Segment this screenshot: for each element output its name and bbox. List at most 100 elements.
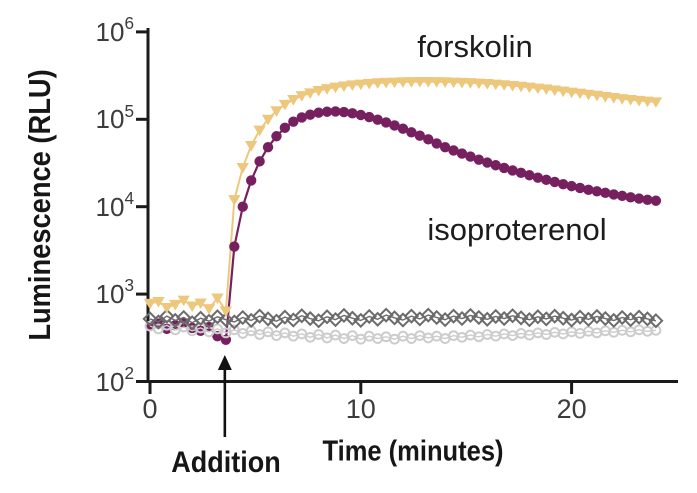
series-isoproterenol-marker: [305, 109, 316, 120]
series-forskolin-marker: [329, 82, 342, 94]
x-axis-title: Time (minutes): [322, 435, 504, 468]
series-control-open-diamonds-marker: [631, 309, 647, 325]
series-forskolin-marker: [489, 79, 502, 91]
series-isoproterenol-marker: [600, 187, 611, 199]
series-isoproterenol-marker: [583, 184, 594, 196]
series-isoproterenol-marker: [296, 112, 307, 123]
series-control-open-diamonds-marker: [336, 307, 352, 324]
series-control-open-circles-line: [149, 324, 657, 340]
series-forskolin-marker: [295, 91, 308, 102]
series-forskolin-marker: [371, 78, 384, 89]
series-forskolin-marker: [194, 298, 207, 310]
series-isoproterenol-marker: [423, 134, 434, 145]
series-forskolin-marker: [219, 306, 233, 318]
series-control-open-diamonds-marker: [235, 309, 251, 326]
series-isoproterenol-marker: [338, 106, 350, 118]
series-forskolin-marker: [304, 88, 317, 99]
series-isoproterenol-marker: [439, 141, 451, 153]
series-forskolin-marker: [160, 303, 174, 314]
series-forskolin-marker: [405, 77, 418, 88]
series-isoproterenol-marker: [574, 182, 586, 194]
series-isoproterenol-marker: [541, 174, 552, 186]
series-control-open-diamonds-line: [149, 314, 657, 324]
series-forskolin-marker: [497, 80, 511, 91]
series-forskolin-marker: [556, 86, 570, 98]
series-isoproterenol-marker: [330, 106, 341, 117]
series-forskolin-marker: [540, 84, 553, 96]
series-control-open-diamonds-marker: [294, 308, 310, 324]
series-forskolin-marker: [523, 82, 536, 94]
series-control-open-diamonds-marker: [252, 308, 268, 324]
series-forskolin-marker: [152, 297, 165, 308]
series-forskolin-marker: [379, 77, 393, 89]
series-isoproterenol-marker: [372, 114, 383, 125]
series-forskolin-marker: [253, 125, 266, 137]
series-forskolin-marker: [455, 77, 469, 89]
series-control-open-diamonds-marker: [513, 310, 529, 326]
series-isoproterenol-marker: [347, 108, 358, 119]
y-tick-label: 106: [95, 13, 134, 47]
y-axis-title: Luminescence (RLU): [22, 69, 57, 341]
series-control-open-diamonds-marker: [555, 310, 571, 326]
series-forskolin-marker: [270, 106, 283, 117]
series-isoproterenol-marker: [229, 241, 240, 252]
series-control-open-diamonds-marker: [277, 309, 293, 325]
series-isoproterenol-marker: [566, 180, 577, 192]
series-control-open-diamonds-marker: [488, 308, 504, 325]
series-control-open-diamonds-marker: [150, 314, 167, 330]
series-control-open-diamonds-marker: [386, 310, 403, 326]
series-isoproterenol-marker: [524, 170, 535, 181]
series-control-open-circles-marker: [212, 323, 223, 335]
y-tick-label: 103: [95, 275, 134, 310]
series-isoproterenol-marker: [262, 141, 274, 153]
series-isoproterenol-marker: [288, 116, 299, 127]
series-isoproterenol-marker: [431, 138, 442, 149]
series-forskolin-marker: [472, 78, 486, 90]
series-forskolin-marker: [548, 85, 561, 97]
series-isoproterenol-marker: [313, 107, 324, 118]
y-tick-label: 102: [95, 362, 134, 397]
series-forskolin-marker: [261, 114, 275, 126]
series-isoproterenol-marker: [532, 172, 544, 183]
series-control-open-diamonds-marker: [445, 308, 462, 324]
series-isoproterenol-marker: [279, 122, 291, 133]
addition-arrow-head: [217, 355, 232, 370]
series-control-open-diamonds-marker: [572, 309, 588, 325]
series-forskolin-marker: [615, 94, 629, 105]
series-isoproterenol-marker: [515, 167, 527, 179]
series-isoproterenol-marker: [507, 165, 518, 176]
series-forskolin-marker: [413, 76, 427, 88]
series-control-open-diamonds-marker: [648, 313, 664, 329]
series-forskolin-marker: [624, 95, 637, 106]
series-forskolin-marker: [573, 88, 587, 100]
series-forskolin-marker: [228, 195, 241, 206]
series-isoproterenol-marker: [414, 130, 426, 141]
series-forskolin-marker: [599, 91, 612, 103]
series-forskolin-marker: [632, 95, 646, 107]
series-forskolin-marker: [649, 97, 663, 108]
series-forskolin-marker: [506, 80, 519, 92]
series-forskolin-marker: [185, 301, 199, 313]
series-forskolin-marker: [278, 99, 292, 111]
series-isoproterenol-marker: [482, 157, 493, 168]
series-isoproterenol-marker: [591, 186, 603, 197]
addition-annotation-label: Addition: [171, 446, 281, 479]
series-isoproterenol-marker: [642, 194, 653, 205]
series-forskolin-marker: [430, 77, 443, 88]
series-forskolin-marker: [396, 77, 410, 88]
series-forskolin-marker: [641, 96, 654, 108]
series-isoproterenol-marker: [465, 151, 476, 162]
series-control-open-diamonds-marker: [589, 308, 605, 325]
series-isoproterenol-marker: [557, 178, 569, 190]
series-control-open-diamonds-marker: [420, 307, 436, 323]
series-control-open-diamonds-marker: [159, 308, 175, 324]
series-isoproterenol-marker: [380, 117, 392, 128]
series-forskolin-marker: [346, 80, 359, 91]
series-forskolin-marker: [320, 84, 334, 95]
series-control-open-diamonds-marker: [361, 308, 377, 325]
series-isoproterenol-marker: [608, 189, 619, 200]
series-isoproterenol-marker: [490, 160, 501, 171]
series-control-open-diamonds-marker: [142, 311, 158, 327]
